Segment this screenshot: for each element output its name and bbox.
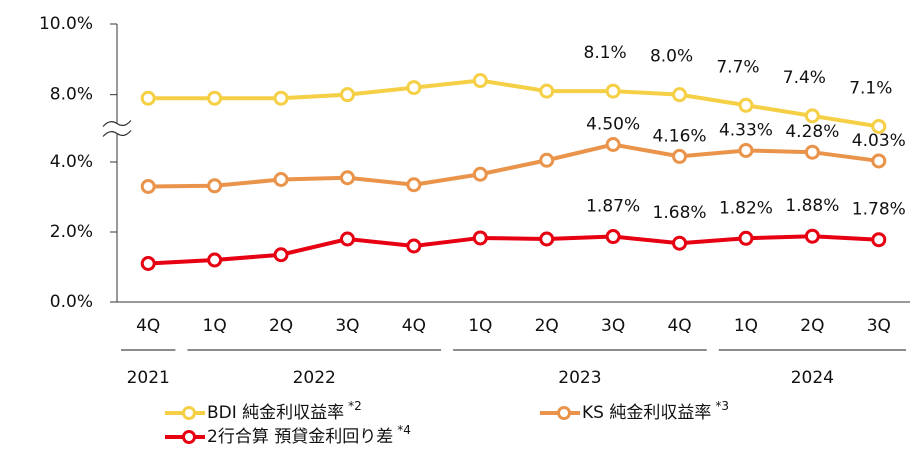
x-tick-label: 1Q xyxy=(203,316,227,336)
data-label: 1.82% xyxy=(719,198,773,218)
data-label: 8.0% xyxy=(650,47,693,67)
data-label: 4.50% xyxy=(586,115,640,135)
series-line xyxy=(148,234,879,266)
point xyxy=(804,144,820,160)
x-tick-label: 1Q xyxy=(734,316,758,336)
data-label: 1.88% xyxy=(785,196,839,216)
group-label: 2021 xyxy=(127,368,170,388)
point xyxy=(738,142,754,158)
point xyxy=(472,73,488,89)
data-label: 4.28% xyxy=(785,122,839,142)
legend-note: *2 xyxy=(348,399,362,413)
legend-marker xyxy=(182,406,196,420)
point xyxy=(539,152,555,168)
point xyxy=(738,230,754,246)
data-label: 4.16% xyxy=(653,126,707,146)
point xyxy=(406,177,422,193)
group-label: 2023 xyxy=(558,368,601,388)
point xyxy=(605,229,621,245)
point xyxy=(539,231,555,247)
legend-marker xyxy=(557,406,571,420)
legend-note: *3 xyxy=(715,399,729,413)
data-label: 7.4% xyxy=(783,68,826,88)
legend-label: KS 純金利収益率 *3 xyxy=(582,399,729,424)
point xyxy=(140,179,156,194)
y-tick-label: 10.0% xyxy=(39,14,93,34)
point xyxy=(273,172,289,187)
x-tick-label: 4Q xyxy=(136,316,160,336)
point xyxy=(140,90,156,106)
x-tick-label: 2Q xyxy=(800,316,824,336)
point xyxy=(207,178,223,194)
data-label: 1.78% xyxy=(852,200,906,220)
point xyxy=(871,118,887,134)
point xyxy=(804,108,820,124)
x-tick-label: 4Q xyxy=(402,316,426,336)
point xyxy=(472,230,488,246)
data-label: 1.68% xyxy=(653,203,707,223)
point xyxy=(605,83,621,99)
point xyxy=(140,256,156,271)
x-tick-label: 2Q xyxy=(269,316,293,336)
legend-label: 2行合算 預貸金利回り差 *4 xyxy=(207,423,411,448)
legend-label: BDI 純金利収益率 *2 xyxy=(207,399,362,424)
point xyxy=(406,238,422,254)
point xyxy=(472,166,488,182)
point xyxy=(339,87,355,103)
point xyxy=(339,231,355,247)
group-label: 2022 xyxy=(293,368,336,388)
x-tick-label: 2Q xyxy=(535,316,559,336)
point xyxy=(207,252,223,268)
point xyxy=(339,170,355,186)
data-label: 1.87% xyxy=(586,197,640,217)
axis-break xyxy=(102,120,132,127)
point xyxy=(871,153,887,169)
legend-name: KS 純金利収益率 xyxy=(582,403,711,423)
legend-marker xyxy=(182,430,196,444)
y-tick-label: 2.0% xyxy=(50,222,93,242)
legend-name: 2行合算 預貸金利回り差 xyxy=(207,427,393,447)
point xyxy=(672,148,688,164)
point xyxy=(539,83,555,99)
data-label: 4.03% xyxy=(852,131,906,151)
data-label: 7.1% xyxy=(849,78,892,98)
axis-break xyxy=(102,130,132,137)
y-tick-label: 8.0% xyxy=(50,85,93,105)
legend-note: *4 xyxy=(397,423,411,437)
point xyxy=(406,80,422,96)
y-tick-label: 4.0% xyxy=(50,152,93,172)
point xyxy=(804,228,820,244)
data-label: 4.33% xyxy=(719,120,773,140)
point xyxy=(871,232,887,248)
point xyxy=(273,90,289,106)
point xyxy=(273,247,289,263)
x-tick-label: 1Q xyxy=(468,316,492,336)
x-tick-label: 4Q xyxy=(667,316,691,336)
point xyxy=(207,90,223,106)
y-tick-label: 0.0% xyxy=(50,292,93,312)
point xyxy=(672,87,688,103)
legend-name: BDI 純金利収益率 xyxy=(207,403,344,423)
x-tick-label: 3Q xyxy=(867,316,891,336)
data-label: 7.7% xyxy=(716,57,759,77)
data-label: 8.1% xyxy=(584,43,627,63)
series-line xyxy=(148,142,880,189)
x-tick-label: 3Q xyxy=(335,316,359,336)
series-line xyxy=(148,78,880,129)
axis-break-gap xyxy=(105,123,129,134)
point xyxy=(738,97,754,113)
group-label: 2024 xyxy=(791,368,834,388)
point xyxy=(605,137,621,152)
x-tick-label: 3Q xyxy=(601,316,625,336)
point xyxy=(672,235,688,251)
